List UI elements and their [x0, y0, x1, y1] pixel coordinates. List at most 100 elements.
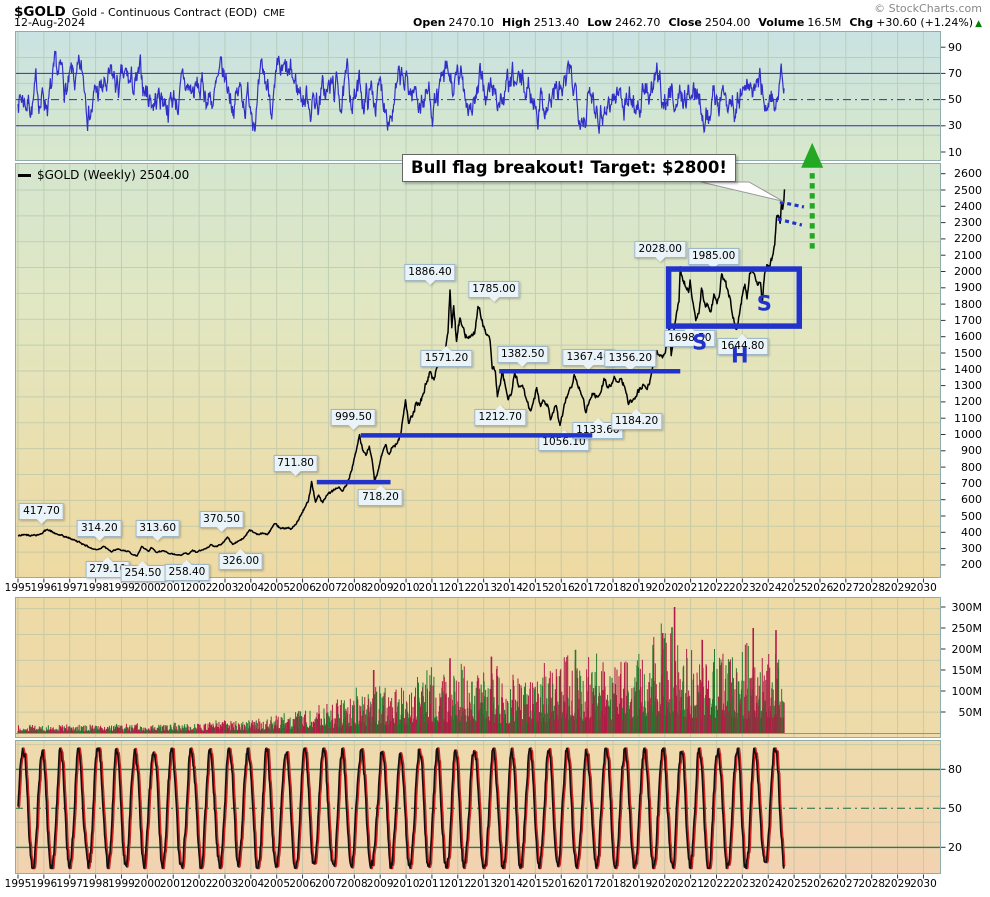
price-flag-label: 711.80	[273, 455, 318, 477]
x-axis-label-year: 2020	[651, 878, 679, 890]
x-axis-label-year: 1999	[108, 582, 135, 594]
x-axis-label-year: 2029	[884, 582, 911, 594]
quote-label: Open	[412, 16, 446, 29]
quote-label: Close	[668, 16, 702, 29]
price-flag-label: 1571.20	[420, 346, 473, 368]
x-axis-label-year: 2011	[418, 582, 446, 594]
y-axis-label-price: 1500	[954, 346, 982, 360]
y-axis-label-price: 900	[961, 444, 982, 458]
x-axis-label-year: 2014	[496, 878, 523, 890]
title-row: $GOLD Gold - Continuous Contract (EOD) CME…	[14, 1, 982, 20]
annotation-callout: Bull flag breakout! Target: $2800!	[402, 154, 736, 182]
exchange: CME	[263, 8, 286, 19]
legend-line-swatch	[18, 174, 31, 177]
x-axis-label-year: 2005	[263, 582, 291, 594]
x-axis-label-year: 2009	[366, 582, 394, 594]
y-axis-label-price: 600	[961, 493, 982, 507]
x-axis-label-year: 2030	[910, 878, 937, 890]
quote-value: 16.5M	[807, 16, 842, 29]
y-axis-label-price: 2300	[954, 216, 982, 230]
price-flag-label: 1886.40	[404, 264, 456, 286]
x-axis-label-year: 2009	[366, 878, 394, 890]
y-axis-label-price: 200	[961, 558, 982, 572]
x-axis-label-year: 2011	[418, 878, 446, 890]
watermark: © StockCharts.com	[874, 2, 982, 15]
x-axis-label-year: 2019	[625, 582, 653, 594]
price-flag-label: 326.00	[218, 549, 264, 571]
price-flag-label: 1698.50	[664, 325, 716, 347]
x-axis-label-year: 1996	[30, 582, 58, 594]
price-flag-label: 2028.00	[634, 240, 686, 262]
x-axis-label-year: 2021	[677, 582, 704, 594]
price-flag-label: 258.40	[164, 560, 210, 582]
price-flag-label: 279.10	[85, 557, 131, 578]
x-axis-label-year: 2020	[651, 582, 679, 594]
x-axis-label-year: 2018	[599, 582, 627, 594]
y-axis-label-price: 1600	[954, 330, 982, 344]
chart-date: 12-Aug-2024	[14, 16, 86, 29]
x-axis-label-year: 1998	[82, 878, 109, 890]
y-axis-label-rsi: 50	[948, 93, 962, 107]
y-axis-label-rsi: 70	[948, 66, 962, 80]
x-axis-label-year: 1997	[56, 582, 84, 594]
y-axis-label-rsi: 30	[948, 119, 962, 133]
y-axis-label-price: 2200	[954, 232, 982, 246]
quote-value: 2470.10	[448, 16, 495, 29]
y-axis-label-price: 2500	[954, 183, 982, 197]
y-axis-label-price: 2600	[954, 167, 982, 181]
symbol-name: Gold - Continuous Contract (EOD)	[71, 6, 258, 19]
quote-label: Volume	[758, 16, 805, 29]
x-axis-label-year: 2004	[237, 582, 265, 594]
x-axis-label-year: 2006	[289, 582, 316, 594]
pattern-letter: S	[692, 330, 708, 355]
x-axis-label-year: 1999	[108, 878, 135, 890]
x-axis-label-year: 2028	[858, 582, 886, 594]
x-axis-label-year: 2026	[806, 878, 834, 890]
price-flag-label: 1985.00	[687, 247, 740, 269]
y-axis-label-volume: 150M	[951, 663, 983, 677]
x-axis-label-year: 2030	[910, 582, 937, 594]
chart-header: $GOLD Gold - Continuous Contract (EOD) CME…	[0, 0, 990, 30]
x-axis-label-year: 2002	[185, 878, 213, 890]
price-flag-label: 417.70	[19, 503, 64, 525]
quote-label: Low	[587, 16, 612, 29]
y-axis-label-rsi: 10	[948, 145, 962, 159]
y-axis-label-price: 700	[961, 476, 982, 490]
y-axis-label-price: 2100	[954, 248, 982, 262]
y-axis-label-volume: 50M	[958, 705, 983, 719]
y-axis-label-price: 800	[961, 460, 982, 474]
x-axis-label-year: 2028	[858, 878, 886, 890]
price-flag-label: 1184.20	[610, 409, 663, 431]
x-axis-label-year: 2017	[573, 878, 601, 890]
x-axis-label-year: 2022	[703, 878, 730, 890]
y-axis-label-price: 400	[961, 525, 982, 539]
price-flag-label: 1382.50	[496, 346, 549, 368]
change-up-icon: ▲	[975, 19, 982, 29]
x-axis-label-year: 2017	[573, 582, 601, 594]
quote-label: Chg	[849, 16, 874, 29]
price-flag-label: 314.20	[76, 520, 122, 542]
price-flag-label: 1785.00	[468, 280, 520, 302]
y-axis-label-price: 1100	[954, 411, 982, 425]
y-axis-label-volume: 300M	[951, 600, 983, 614]
price-flag-label: 313.60	[135, 520, 181, 542]
x-axis-label-year: 2019	[625, 878, 653, 890]
y-axis-label-price: 1300	[954, 379, 982, 393]
quote-value: 2504.00	[704, 16, 751, 29]
x-axis-label-year: 2024	[754, 878, 782, 890]
x-axis-label-year: 2008	[340, 582, 368, 594]
y-axis-label-price: 1700	[954, 313, 982, 327]
price-flag-label: 999.50	[331, 408, 376, 430]
y-axis-label-volume: 250M	[951, 621, 983, 635]
quote-row: 12-Aug-2024 Open 2470.10 High 2513.40 Low 246…	[14, 16, 982, 29]
x-axis-label-year: 2015	[522, 878, 549, 890]
y-axis-label-volume: 200M	[951, 642, 983, 656]
x-axis-label-year: 2029	[884, 878, 911, 890]
y-axis-label-price: 1400	[954, 362, 982, 376]
x-axis-label-year: 2006	[289, 878, 316, 890]
y-axis-label-price: 2400	[954, 199, 982, 213]
x-axis-label-year: 2021	[677, 878, 704, 890]
x-axis-label-year: 2013	[470, 582, 498, 594]
x-axis-label-year: 2013	[470, 878, 498, 890]
